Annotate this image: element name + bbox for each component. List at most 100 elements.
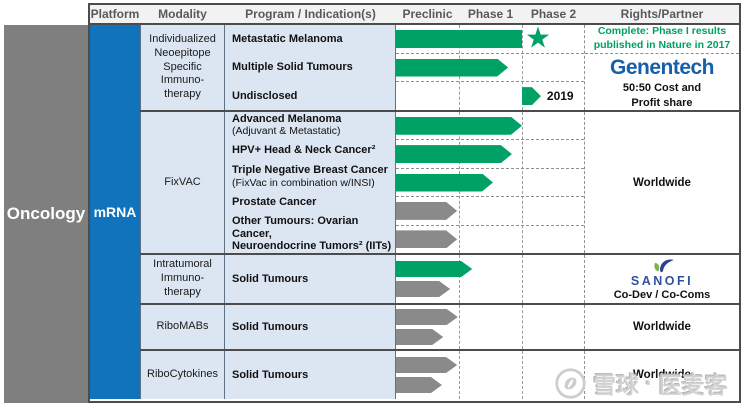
program-label: HPV+ Head & Neck Cancer² — [232, 144, 376, 157]
program-label: Other Tumours: Ovarian Cancer, — [232, 215, 359, 240]
chart-row — [396, 255, 584, 303]
pipeline-groups: Individualized Neoepitope Specific Immun… — [140, 23, 739, 399]
program-cell: Solid Tumours — [225, 305, 396, 349]
program-label: Advanced Melanoma — [232, 112, 342, 125]
pipeline-bar-gray — [396, 202, 457, 220]
program-row: HPV+ Head & Neck Cancer² — [225, 138, 395, 164]
phase-gridline — [459, 305, 460, 349]
program-row: Multiple Solid Tumours — [225, 53, 395, 81]
program-cell: Metastatic Melanoma Multiple Solid Tumour… — [225, 25, 396, 110]
rights-worldwide-text: Worldwide — [633, 369, 691, 381]
modality-cell: RiboCytokines — [140, 351, 225, 399]
rights-codev-text: Co-Dev / Co-Coms — [613, 289, 711, 301]
chart-row — [396, 305, 584, 349]
pipeline-bar-gray — [396, 230, 457, 248]
sanofi-bird-icon — [654, 259, 674, 273]
pipeline-bar-green — [396, 145, 512, 163]
chart-row — [396, 167, 584, 196]
chart-cell — [396, 351, 585, 399]
chart-row: ★ — [396, 23, 584, 53]
platform-group-label: Oncology — [4, 25, 88, 403]
modality-cell: Individualized Neoepitope Specific Immun… — [140, 25, 225, 110]
program-row: Solid Tumours — [225, 255, 395, 303]
pipeline-bar-gray — [396, 329, 443, 345]
pipeline-group: RiboCytokines Solid Tumours Worldwide — [140, 349, 739, 399]
bar-year-label: 2019 — [546, 89, 574, 104]
program-row: Other Tumours: Ovarian Cancer, Neuroendoc… — [225, 215, 395, 253]
chart-cell: ★ 2019 — [396, 23, 585, 110]
chart-cell — [396, 112, 585, 253]
chart-rows: ★ 2019 — [396, 23, 584, 110]
program-cell: Advanced Melanoma (Adjuvant & Metastatic)… — [225, 112, 396, 253]
program-row: Triple Negative Breast Cancer (FixVac in … — [225, 164, 395, 190]
header-program: Program / Indication(s) — [245, 7, 376, 21]
pipeline-group: Individualized Neoepitope Specific Immun… — [140, 23, 739, 110]
sanofi-logo: SANOFI Co-Dev / Co-Coms — [585, 255, 739, 303]
rights-cell: Complete: Phase I results published in N… — [585, 25, 739, 110]
program-row: Undisclosed — [225, 82, 395, 110]
rights-cell: Worldwide — [585, 112, 739, 253]
pipeline-bar-green — [396, 261, 472, 277]
pipeline-group: FixVAC Advanced Melanoma (Adjuvant & Metas… — [140, 110, 739, 253]
pipeline-bar-gray — [396, 377, 442, 393]
table-body: mRNA Individualized Neoepitope Specific … — [90, 23, 739, 399]
pipeline-table: Platform Modality Program / Indication(s… — [88, 3, 741, 403]
program-label: Metastatic Melanoma — [232, 32, 343, 45]
program-row: Metastatic Melanoma — [225, 25, 395, 53]
program-label: Undisclosed — [232, 89, 298, 102]
chart-rows — [396, 255, 584, 303]
phase-gridline — [522, 305, 523, 349]
chart-rows — [396, 305, 584, 349]
pipeline-group: Intratumoral Immuno- therapy Solid Tumour… — [140, 253, 739, 303]
program-label: Solid Tumours — [232, 320, 309, 333]
rights-cell: SANOFI Co-Dev / Co-Coms — [585, 255, 739, 303]
chart-rows — [396, 351, 584, 399]
modality-cell: Intratumoral Immuno- therapy — [140, 255, 225, 303]
phase-gridline — [459, 255, 460, 303]
program-label: Solid Tumours — [232, 272, 309, 285]
program-sublabel: (Adjuvant & Metastatic) — [232, 125, 341, 138]
chart-row — [396, 224, 584, 253]
rights-note: Complete: Phase I results published in N… — [585, 25, 739, 54]
chart-row: 2019 — [396, 81, 584, 110]
program-cell: Solid Tumours — [225, 255, 396, 303]
program-label: Solid Tumours — [232, 368, 309, 381]
phase-gridline — [459, 351, 460, 399]
header-modality: Modality — [158, 7, 207, 21]
program-sublabel: (FixVac in combination w/INSI) — [232, 176, 375, 189]
modality-cell: RiboMABs — [140, 305, 225, 349]
program-cell: Solid Tumours — [225, 351, 396, 399]
pipeline-bar-gray — [396, 309, 458, 325]
platform-mrna-cell: mRNA — [90, 25, 140, 399]
phase-gridline — [522, 25, 523, 110]
program-label: Triple Negative Breast Cancer — [232, 164, 388, 177]
chart-row — [396, 139, 584, 167]
chart-row — [396, 112, 584, 139]
rights-worldwide-text: Worldwide — [633, 321, 691, 333]
program-row: Solid Tumours — [225, 305, 395, 349]
pipeline-bar-green — [396, 29, 522, 48]
pipeline-group: RiboMABs Solid Tumours Worldwide — [140, 303, 739, 349]
sanofi-wordmark: SANOFI — [630, 274, 694, 288]
pipeline-bar-green — [396, 117, 522, 135]
modality-cell: FixVAC — [140, 112, 225, 253]
phase-gridline — [522, 351, 523, 399]
header-preclinic: Preclinic — [402, 7, 453, 21]
pipeline-bar-gray — [396, 281, 450, 297]
header-phase2: Phase 2 — [530, 7, 577, 21]
chart-cell — [396, 305, 585, 349]
chart-row — [396, 351, 584, 399]
program-label: Prostate Cancer — [232, 195, 317, 208]
program-row: Advanced Melanoma (Adjuvant & Metastatic) — [225, 112, 395, 138]
program-label: Multiple Solid Tumours — [232, 61, 353, 74]
program-sublabel: Neuroendocrine Tumors² (IITs) — [232, 240, 392, 253]
genentech-logo: Genentech — [609, 55, 715, 79]
chart-cell — [396, 255, 585, 303]
pipeline-bar-green — [396, 59, 508, 77]
rights-share-text: 50:50 Cost and Profit share — [622, 82, 702, 109]
header-phase1: Phase 1 — [467, 7, 514, 21]
header-platform: Platform — [90, 7, 140, 21]
rights-cell: Worldwide — [585, 305, 739, 349]
phase-gridline — [522, 112, 523, 253]
